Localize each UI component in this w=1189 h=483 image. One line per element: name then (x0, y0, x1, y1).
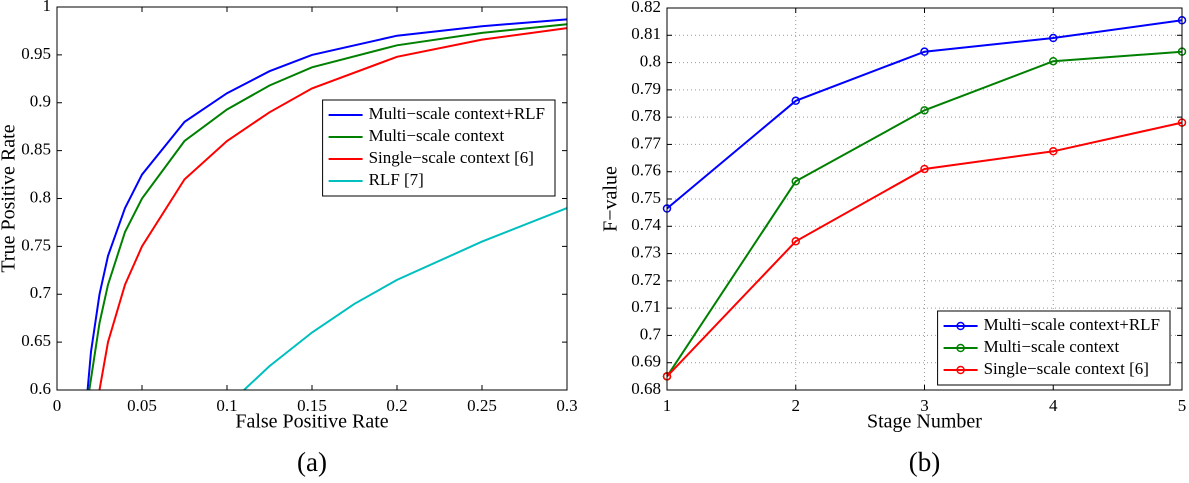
y-tick-label: 0.72 (631, 270, 661, 289)
caption: (a) (297, 447, 327, 477)
x-tick-label: 0.1 (216, 396, 237, 415)
y-tick-label: 0.7 (640, 324, 662, 343)
y-tick-label: 0.77 (631, 133, 661, 152)
y-axis-label: F−value (600, 166, 622, 232)
caption: (b) (909, 447, 940, 477)
legend-marker (956, 365, 965, 375)
series-line (86, 18, 568, 391)
y-tick-label: 0.79 (631, 79, 661, 98)
legend-label: Single−scale context [6] (369, 148, 534, 167)
y-tick-label: 0.68 (631, 379, 661, 398)
marker (1049, 33, 1058, 43)
marker (920, 106, 929, 115)
x-tick-label: 0 (53, 396, 62, 415)
marker (1049, 56, 1058, 66)
x-tick-label: 0.05 (127, 396, 157, 415)
legend-marker (956, 321, 965, 331)
legend-label: Multi−scale context+RLF (984, 315, 1160, 334)
x-tick-label: 4 (1049, 396, 1058, 415)
y-tick-label: 0.73 (631, 242, 661, 261)
x-tick-label: 3 (920, 396, 929, 415)
series-line (243, 207, 568, 391)
y-tick-label: 0.78 (631, 106, 661, 125)
marker (920, 164, 929, 174)
legend-label: Multi−scale context+RLF (369, 104, 545, 123)
x-tick-label: 0.2 (386, 396, 407, 415)
y-tick-label: 0.85 (21, 140, 51, 159)
y-tick-label: 0.81 (631, 24, 661, 43)
y-tick-label: 0.76 (631, 161, 661, 180)
marker (920, 47, 929, 56)
series-line (98, 27, 568, 391)
x-tick-label: 2 (792, 396, 801, 415)
x-axis-label: False Positive Rate (235, 411, 388, 433)
series-line (666, 121, 1183, 378)
x-tick-label: 0.3 (556, 396, 577, 415)
plot-frame (56, 6, 568, 391)
legend-label: Multi−scale context (984, 337, 1120, 356)
y-tick-label: 0.8 (640, 51, 661, 70)
y-tick-label: 1 (43, 0, 52, 15)
series-line (666, 19, 1183, 210)
x-axis-label: Stage Number (867, 411, 982, 433)
series-line (88, 23, 568, 391)
y-tick-label: 0.65 (21, 331, 51, 350)
y-axis-label: True Positive Rate (0, 124, 20, 272)
legend: Multi−scale context+RLF Multi−scale conte… (322, 99, 556, 197)
y-tick-label: 0.7 (30, 283, 52, 302)
series-line (666, 50, 1183, 377)
y-tick-label: 0.75 (21, 235, 51, 254)
y-tick-label: 0.8 (30, 187, 51, 206)
y-tick-label: 0.74 (631, 215, 661, 234)
y-tick-label: 0.71 (631, 297, 661, 316)
y-tick-label: 0.82 (631, 0, 661, 16)
legend: Multi−scale context+RLF Multi−scale conte… (937, 310, 1171, 386)
legend-label: Single−scale context [6] (984, 359, 1149, 378)
y-tick-label: 0.6 (30, 379, 51, 398)
legend-marker (956, 343, 965, 353)
x-tick-label: 0.25 (467, 396, 497, 415)
legend-label: RLF [7] (369, 170, 424, 189)
marker (791, 237, 800, 246)
y-tick-label: 0.9 (30, 92, 51, 111)
marker (791, 177, 800, 186)
y-tick-label: 0.75 (631, 188, 661, 207)
legend-label: Multi−scale context (369, 126, 505, 145)
marker (791, 96, 800, 106)
y-tick-label: 0.95 (21, 44, 51, 63)
x-tick-label: 0.15 (297, 396, 327, 415)
x-tick-label: 5 (1178, 396, 1187, 415)
y-tick-label: 0.69 (631, 352, 661, 371)
plot-frame (666, 7, 1183, 391)
x-tick-label: 1 (663, 396, 672, 415)
marker (1049, 147, 1058, 156)
